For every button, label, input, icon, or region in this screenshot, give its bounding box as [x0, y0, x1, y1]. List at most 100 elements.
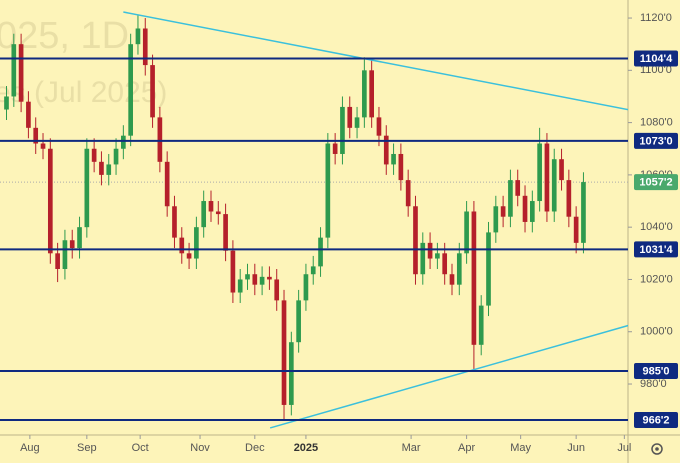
candle-body	[566, 180, 572, 217]
x-tick-label: May	[510, 442, 531, 454]
candle-body	[340, 106, 345, 154]
level-label: 1031'4	[639, 244, 673, 256]
y-tick-label: 1000'0	[640, 326, 673, 338]
candle-body	[413, 206, 418, 275]
candle-body	[47, 148, 53, 254]
candle-body	[172, 206, 177, 238]
candle-body	[508, 180, 513, 217]
candle-body	[332, 143, 338, 154]
candle-body	[303, 274, 309, 301]
candle-body	[135, 28, 141, 45]
y-tick-label: 1080'0	[640, 117, 673, 129]
x-tick-label: Mar	[402, 442, 421, 454]
candle-body	[288, 342, 294, 405]
candle-body	[398, 153, 404, 181]
x-tick-label: Jun	[567, 442, 585, 454]
x-tick-label: Apr	[458, 442, 475, 454]
candle-body	[464, 211, 469, 254]
trendline	[123, 11, 628, 111]
candle-body	[544, 143, 550, 212]
last-price-tag	[634, 174, 678, 191]
y-tick-label: 1120'0	[640, 12, 672, 24]
watermark: es (Jul 2025)	[0, 76, 167, 109]
x-tick-label: Oct	[132, 442, 149, 454]
candle-body	[106, 164, 112, 175]
settings-icon[interactable]	[651, 443, 663, 455]
candle-body	[142, 28, 148, 66]
candle-body	[77, 227, 82, 249]
level-label: 966'2	[642, 414, 669, 426]
y-tick-label: 980'0	[640, 378, 667, 390]
candle-body	[420, 242, 426, 275]
candle-body	[405, 180, 411, 207]
candle-body	[478, 305, 484, 345]
candle-body	[456, 253, 462, 285]
candle-body	[537, 143, 542, 202]
candle-body	[84, 148, 90, 228]
x-tick-label: Sep	[77, 442, 97, 454]
candle-body	[435, 253, 440, 259]
trendline	[269, 324, 628, 429]
candle-body	[267, 276, 272, 280]
x-tick-label: Nov	[190, 442, 210, 454]
candle-body	[164, 161, 170, 207]
x-tick-label: Jul	[617, 442, 631, 454]
candle-body	[62, 240, 68, 269]
candle-body	[113, 148, 119, 165]
level-label: 985'0	[642, 365, 669, 377]
candle-body	[362, 70, 367, 118]
y-tick-label: 1040'0	[640, 221, 673, 233]
candle-body	[208, 201, 214, 212]
candle-body	[515, 180, 521, 196]
candle-body	[26, 101, 31, 128]
y-tick-label: 1020'0	[640, 273, 673, 285]
candle-body	[376, 117, 382, 136]
candle-body	[296, 300, 301, 343]
candle-body	[318, 237, 323, 267]
candle-body	[369, 70, 374, 118]
candle-body	[522, 195, 528, 222]
candle-body	[223, 214, 228, 251]
candle-body	[55, 253, 60, 269]
candle-body	[573, 216, 579, 243]
candle-body	[201, 201, 207, 228]
candle-body	[449, 274, 455, 285]
level-label: 1104'4	[640, 53, 673, 65]
candle-body	[325, 143, 331, 238]
candle-body	[245, 274, 250, 280]
candle-body	[391, 153, 396, 165]
candle-body	[237, 279, 243, 293]
candle-body	[128, 44, 133, 136]
candle-body	[529, 201, 535, 222]
candle-body	[500, 206, 506, 217]
candle-body	[252, 274, 258, 285]
last-price-label: 1057'2	[639, 176, 672, 188]
level-label: 1073'0	[639, 135, 672, 147]
candle-body	[179, 237, 185, 254]
level-tag	[634, 241, 678, 258]
candle-body	[11, 44, 17, 97]
plot	[0, 11, 628, 429]
candle-body	[40, 143, 46, 149]
level-tag	[634, 132, 678, 149]
candle-body	[18, 44, 24, 102]
x-tick-label: Dec	[245, 442, 265, 454]
candle-body	[347, 106, 353, 128]
candle-body	[442, 253, 448, 275]
candle-body	[493, 206, 499, 233]
level-tag	[634, 411, 678, 428]
candle-body	[194, 227, 199, 259]
candle-body	[427, 242, 433, 259]
candle-body	[91, 148, 97, 162]
candle-body	[215, 211, 221, 215]
candle-body	[310, 266, 316, 275]
candle-body	[383, 135, 389, 165]
candle-body	[69, 240, 75, 249]
candle-body	[150, 65, 155, 118]
x-tick-label: Aug	[20, 442, 40, 454]
candle-body	[559, 159, 564, 181]
candle-body	[230, 250, 236, 293]
candle-body	[259, 276, 265, 285]
level-tag	[634, 50, 678, 67]
